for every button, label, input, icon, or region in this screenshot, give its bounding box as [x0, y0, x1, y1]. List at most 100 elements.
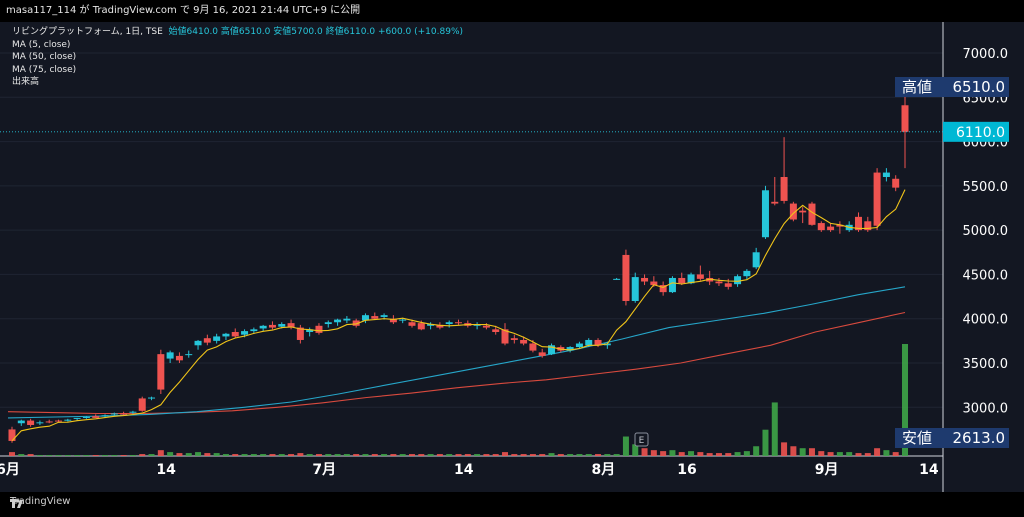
chart-legend: リビングプラットフォーム, 1日, TSE 始値6410.0 高値6510.0 … — [12, 26, 463, 89]
volume-bar — [399, 454, 406, 456]
candle-body — [715, 281, 723, 284]
volume-bar — [781, 442, 788, 456]
candle-body — [27, 420, 35, 425]
volume-bar — [706, 453, 713, 456]
candle-body — [185, 354, 193, 356]
candle-body — [575, 343, 583, 348]
chart-panel[interactable]: 7000.0 6500.0 6000.0 5500.0 5000.0 4500.0 4000… — [0, 22, 1024, 492]
volume-bar — [315, 454, 322, 456]
volume-bar — [222, 454, 229, 456]
candle-body — [594, 339, 602, 346]
candle-body — [631, 277, 639, 301]
volume-bar — [362, 454, 369, 456]
volume-bar — [148, 454, 155, 456]
high-marker-box — [895, 77, 1009, 97]
legend-symbol[interactable]: リビングプラットフォーム, 1日, TSE — [12, 27, 163, 37]
volume-bar — [604, 454, 611, 456]
y-tick-label: 3500.0 — [963, 357, 1009, 372]
legend-ma50[interactable]: MA (50, close) — [12, 52, 77, 62]
candle-body — [138, 398, 146, 411]
volume-bar — [539, 454, 546, 456]
volume-bar — [306, 454, 313, 456]
legend-symbol-row: リビングプラットフォーム, 1日, TSE 始値6410.0 高値6510.0 … — [12, 26, 463, 39]
candle-body — [585, 339, 593, 346]
high-marker-label: 高値 — [902, 78, 932, 96]
candle-body — [334, 319, 342, 323]
ma75-line — [7, 311, 906, 415]
candle-body — [222, 333, 230, 337]
volume-bar — [483, 454, 490, 456]
volume-bar — [548, 453, 555, 456]
legend-ma5[interactable]: MA (5, close) — [12, 39, 71, 50]
volume-bar — [250, 454, 257, 456]
volume-bar — [241, 454, 248, 456]
volume-bar — [278, 454, 285, 456]
brand-name: TradingView — [10, 496, 71, 507]
candle-body — [892, 178, 900, 188]
volume-bar — [353, 454, 360, 456]
volume-bar — [529, 454, 536, 456]
volume-bar — [864, 453, 871, 456]
volume-bar — [743, 451, 750, 456]
price-chart[interactable]: 7000.06500.06000.05500.05000.04500.04000… — [0, 22, 1024, 492]
tradingview-icon — [10, 499, 23, 508]
candle-body — [455, 322, 462, 324]
candle-body — [82, 417, 90, 419]
volume-bar — [585, 454, 592, 456]
ma50-line — [7, 286, 906, 419]
volume-bar — [27, 454, 34, 456]
volume-bar — [688, 451, 695, 456]
volume-bar — [297, 453, 304, 456]
volume-bar — [595, 454, 602, 456]
candle-body — [445, 322, 453, 325]
volume-bar — [176, 453, 183, 456]
volume-bar — [464, 454, 471, 456]
volume-bar — [697, 452, 704, 456]
candle-body — [641, 277, 649, 282]
volume-bar — [520, 454, 527, 456]
volume-bar — [269, 454, 276, 456]
volume-bar — [715, 453, 722, 456]
footer-bar: TradingView — [0, 492, 1024, 517]
candle-body — [324, 322, 332, 325]
candle-body — [241, 331, 249, 335]
x-tick-label: 7月 — [312, 462, 336, 478]
candle-body — [789, 203, 797, 220]
volume-bar — [129, 455, 136, 456]
candle-body — [64, 419, 72, 421]
volume-bar — [102, 455, 109, 456]
candle-body — [687, 274, 695, 284]
y-tick-label: 4000.0 — [963, 313, 1009, 328]
volume-bar — [195, 452, 202, 456]
publish-header: masa117_114 が TradingView.com で 9月 16, 2… — [0, 0, 1024, 22]
tradingview-logo[interactable]: TradingView — [10, 496, 71, 508]
x-tick-label: 14 — [919, 462, 939, 478]
volume-bar — [846, 452, 853, 456]
volume-bar — [511, 454, 518, 456]
volume-bar — [334, 454, 341, 456]
candle-body — [771, 201, 779, 204]
candle-body — [492, 329, 500, 332]
y-tick-label: 5500.0 — [963, 180, 1009, 195]
candle-body — [520, 339, 528, 344]
last-price-value: 6110.0 — [956, 125, 1005, 141]
volume-bar — [64, 455, 71, 456]
volume-bar — [120, 455, 127, 456]
x-tick-label: 14 — [454, 462, 474, 478]
candle-body — [268, 324, 276, 328]
volume-bar — [678, 452, 685, 456]
legend-volume[interactable]: 出来高 — [12, 77, 40, 87]
candle-body — [8, 429, 16, 441]
volume-bar — [55, 455, 62, 456]
volume-bar — [576, 454, 583, 456]
volume-bar — [167, 452, 174, 456]
volume-bar — [213, 453, 220, 456]
volume-bar — [557, 454, 564, 456]
volume-bar — [288, 454, 295, 456]
x-tick-label: 14 — [156, 462, 176, 478]
legend-ma75[interactable]: MA (75, close) — [12, 64, 77, 75]
candle-body — [678, 277, 686, 284]
volume-bar — [427, 454, 434, 456]
candle-body — [213, 336, 221, 341]
candle-body — [17, 420, 25, 424]
